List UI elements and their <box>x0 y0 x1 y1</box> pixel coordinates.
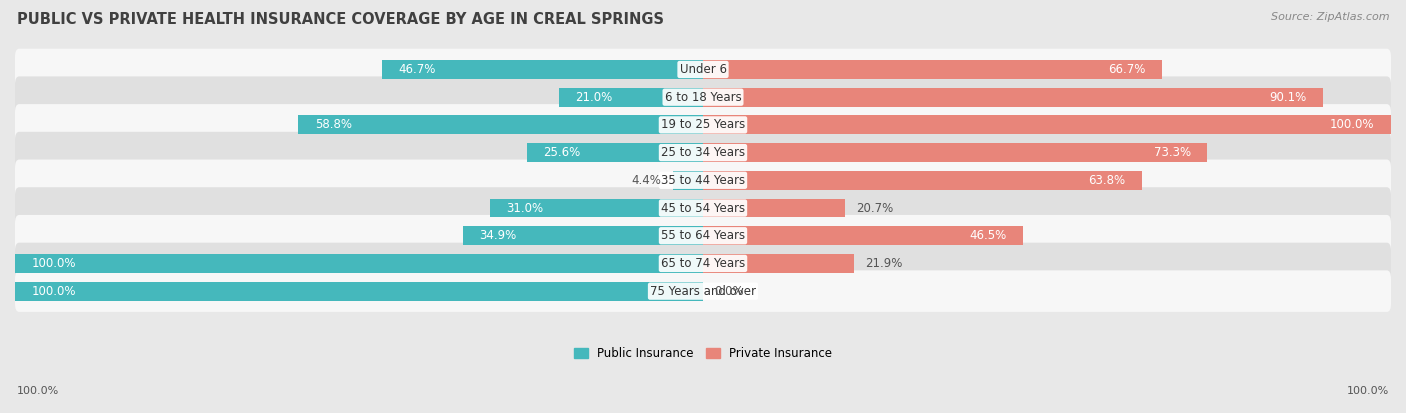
Bar <box>463 226 703 245</box>
Text: 25 to 34 Years: 25 to 34 Years <box>661 146 745 159</box>
Text: 35 to 44 Years: 35 to 44 Years <box>661 174 745 187</box>
Text: 100.0%: 100.0% <box>31 285 76 298</box>
Text: Source: ZipAtlas.com: Source: ZipAtlas.com <box>1271 12 1389 22</box>
FancyBboxPatch shape <box>15 187 1391 229</box>
Text: 6 to 18 Years: 6 to 18 Years <box>665 91 741 104</box>
FancyBboxPatch shape <box>15 49 1391 90</box>
Text: 75 Years and over: 75 Years and over <box>650 285 756 298</box>
Bar <box>489 199 703 217</box>
Bar <box>298 116 703 134</box>
Text: 19 to 25 Years: 19 to 25 Years <box>661 119 745 131</box>
Text: 4.4%: 4.4% <box>631 174 662 187</box>
Text: 45 to 54 Years: 45 to 54 Years <box>661 202 745 214</box>
Bar <box>15 254 703 273</box>
Bar <box>703 143 1208 162</box>
Text: 65 to 74 Years: 65 to 74 Years <box>661 257 745 270</box>
Text: 100.0%: 100.0% <box>31 257 76 270</box>
Text: 21.0%: 21.0% <box>575 91 612 104</box>
FancyBboxPatch shape <box>15 104 1391 146</box>
Text: 73.3%: 73.3% <box>1154 146 1191 159</box>
Text: 46.5%: 46.5% <box>969 229 1007 242</box>
Bar <box>703 116 1391 134</box>
Bar <box>703 171 1142 190</box>
Bar <box>527 143 703 162</box>
Bar <box>381 60 703 79</box>
Text: Under 6: Under 6 <box>679 63 727 76</box>
Text: 100.0%: 100.0% <box>1330 119 1375 131</box>
Text: 66.7%: 66.7% <box>1108 63 1146 76</box>
FancyBboxPatch shape <box>15 132 1391 173</box>
Bar <box>15 282 703 301</box>
Text: 0.0%: 0.0% <box>714 285 744 298</box>
Legend: Public Insurance, Private Insurance: Public Insurance, Private Insurance <box>574 347 832 360</box>
Text: 100.0%: 100.0% <box>17 387 59 396</box>
Text: 34.9%: 34.9% <box>479 229 516 242</box>
Bar <box>672 171 703 190</box>
Text: 46.7%: 46.7% <box>398 63 436 76</box>
Text: 58.8%: 58.8% <box>315 119 352 131</box>
Bar <box>703 254 853 273</box>
Text: 63.8%: 63.8% <box>1088 174 1125 187</box>
FancyBboxPatch shape <box>15 159 1391 201</box>
FancyBboxPatch shape <box>15 215 1391 256</box>
Bar <box>703 60 1161 79</box>
Bar <box>558 88 703 107</box>
Text: 31.0%: 31.0% <box>506 202 543 214</box>
FancyBboxPatch shape <box>15 243 1391 284</box>
Bar <box>703 226 1024 245</box>
FancyBboxPatch shape <box>15 271 1391 312</box>
Text: 90.1%: 90.1% <box>1270 91 1306 104</box>
Bar <box>703 88 1323 107</box>
Text: 25.6%: 25.6% <box>543 146 581 159</box>
FancyBboxPatch shape <box>15 76 1391 118</box>
Text: 100.0%: 100.0% <box>1347 387 1389 396</box>
Bar <box>703 199 845 217</box>
Text: 55 to 64 Years: 55 to 64 Years <box>661 229 745 242</box>
Text: PUBLIC VS PRIVATE HEALTH INSURANCE COVERAGE BY AGE IN CREAL SPRINGS: PUBLIC VS PRIVATE HEALTH INSURANCE COVER… <box>17 12 664 27</box>
Text: 21.9%: 21.9% <box>865 257 903 270</box>
Text: 20.7%: 20.7% <box>856 202 894 214</box>
